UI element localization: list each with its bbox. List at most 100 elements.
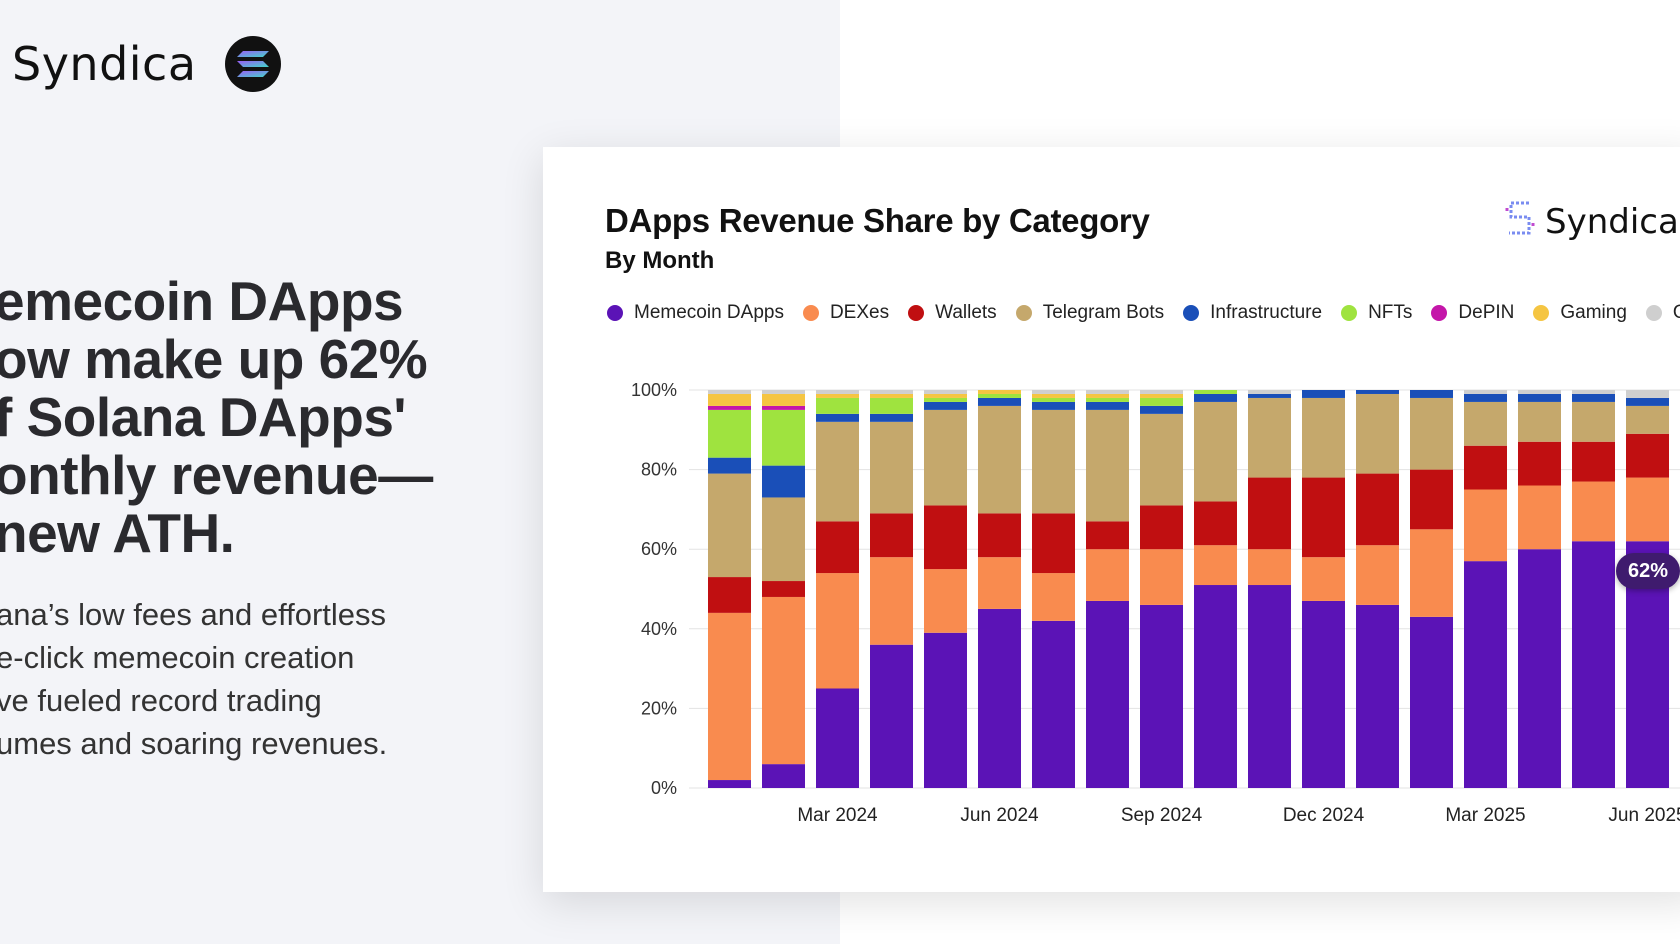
legend-item[interactable]: DEXes <box>802 302 889 324</box>
bar-segment[interactable] <box>1572 481 1615 542</box>
bar-segment[interactable] <box>1626 433 1669 478</box>
bar-segment[interactable] <box>1410 397 1453 470</box>
bar-segment[interactable] <box>762 581 805 597</box>
bar-segment[interactable] <box>1356 473 1399 546</box>
bar-segment[interactable] <box>1464 401 1507 446</box>
bar-segment[interactable] <box>1572 393 1615 402</box>
bar-segment[interactable] <box>924 397 967 402</box>
legend-item[interactable]: Memecoin DApps <box>607 302 784 324</box>
bar-segment[interactable] <box>1086 521 1129 550</box>
bar-segment[interactable] <box>1086 393 1129 398</box>
bar-segment[interactable] <box>1356 604 1399 788</box>
bar-segment[interactable] <box>1248 393 1291 398</box>
bar-segment[interactable] <box>816 397 859 414</box>
bar-segment[interactable] <box>708 577 751 613</box>
bar-segment[interactable] <box>978 390 1021 394</box>
bar-segment[interactable] <box>870 413 913 422</box>
bar-segment[interactable] <box>1464 390 1507 394</box>
legend-item[interactable]: DePIN <box>1431 302 1514 324</box>
bar-segment[interactable] <box>1032 390 1075 394</box>
bar-segment[interactable] <box>978 405 1021 514</box>
bar-segment[interactable] <box>1464 489 1507 562</box>
bar-segment[interactable] <box>870 421 913 514</box>
bar-segment[interactable] <box>924 401 967 410</box>
bar-segment[interactable] <box>762 390 805 394</box>
bar-segment[interactable] <box>1086 600 1129 788</box>
bar-segment[interactable] <box>1140 549 1183 605</box>
bar-segment[interactable] <box>1086 401 1129 410</box>
bar-segment[interactable] <box>1518 390 1561 394</box>
bar-segment[interactable] <box>1032 513 1075 574</box>
bar-segment[interactable] <box>1140 393 1183 398</box>
bar-segment[interactable] <box>1302 477 1345 558</box>
bar-segment[interactable] <box>1032 401 1075 410</box>
bar-segment[interactable] <box>924 390 967 394</box>
bar-segment[interactable] <box>1086 409 1129 522</box>
bar-segment[interactable] <box>1140 505 1183 550</box>
bar-segment[interactable] <box>1302 390 1345 398</box>
bar-segment[interactable] <box>762 405 805 410</box>
bar-segment[interactable] <box>1194 545 1237 586</box>
bar-segment[interactable] <box>978 608 1021 788</box>
bar-segment[interactable] <box>1248 477 1291 550</box>
bar-segment[interactable] <box>1248 390 1291 394</box>
legend-item[interactable]: Ot <box>1645 302 1680 324</box>
bar-segment[interactable] <box>1140 397 1183 406</box>
bar-segment[interactable] <box>1572 541 1615 788</box>
bar-segment[interactable] <box>924 505 967 570</box>
bar-segment[interactable] <box>816 688 859 789</box>
bar-segment[interactable] <box>1248 397 1291 478</box>
bar-segment[interactable] <box>1464 445 1507 490</box>
bar-segment[interactable] <box>1626 397 1669 406</box>
bar-segment[interactable] <box>1518 401 1561 442</box>
bar-segment[interactable] <box>1086 549 1129 601</box>
bar-segment[interactable] <box>816 390 859 394</box>
bar-segment[interactable] <box>762 596 805 765</box>
bar-segment[interactable] <box>870 557 913 645</box>
bar-segment[interactable] <box>1302 600 1345 788</box>
bar-segment[interactable] <box>1518 441 1561 486</box>
bar-segment[interactable] <box>708 393 751 406</box>
bar-segment[interactable] <box>870 390 913 394</box>
bar-segment[interactable] <box>1194 393 1237 402</box>
bar-segment[interactable] <box>1086 390 1129 394</box>
bar-segment[interactable] <box>1086 397 1129 402</box>
bar-segment[interactable] <box>978 397 1021 406</box>
bar-segment[interactable] <box>870 393 913 398</box>
bar-segment[interactable] <box>1410 390 1453 398</box>
bar-segment[interactable] <box>1140 413 1183 506</box>
bar-segment[interactable] <box>708 473 751 578</box>
bar-segment[interactable] <box>1518 393 1561 402</box>
bar-segment[interactable] <box>1410 469 1453 530</box>
bar-segment[interactable] <box>1194 401 1237 502</box>
bar-segment[interactable] <box>1572 401 1615 442</box>
bar-segment[interactable] <box>1518 485 1561 550</box>
bar-segment[interactable] <box>1032 620 1075 788</box>
bar-segment[interactable] <box>816 521 859 574</box>
bar-segment[interactable] <box>708 390 751 394</box>
bar-segment[interactable] <box>924 632 967 788</box>
bar-segment[interactable] <box>1464 561 1507 788</box>
legend-item[interactable]: NFTs <box>1341 302 1412 324</box>
bar-segment[interactable] <box>1140 390 1183 394</box>
bar-segment[interactable] <box>870 397 913 414</box>
bar-segment[interactable] <box>924 393 967 398</box>
bar-segment[interactable] <box>1626 390 1669 398</box>
bar-segment[interactable] <box>1356 390 1399 394</box>
bar-segment[interactable] <box>978 393 1021 398</box>
bar-segment[interactable] <box>924 409 967 506</box>
bar-segment[interactable] <box>1032 393 1075 398</box>
bar-segment[interactable] <box>762 497 805 582</box>
bar-segment[interactable] <box>1032 573 1075 621</box>
bar-segment[interactable] <box>1626 405 1669 434</box>
bar-segment[interactable] <box>1464 393 1507 402</box>
bar-segment[interactable] <box>1302 397 1345 478</box>
bar-segment[interactable] <box>924 569 967 633</box>
legend-item[interactable]: Wallets <box>908 302 997 324</box>
bar-segment[interactable] <box>1140 405 1183 414</box>
bar-segment[interactable] <box>978 513 1021 558</box>
bar-segment[interactable] <box>1518 549 1561 788</box>
bar-segment[interactable] <box>762 409 805 466</box>
bar-segment[interactable] <box>708 457 751 474</box>
bar-segment[interactable] <box>1194 585 1237 788</box>
